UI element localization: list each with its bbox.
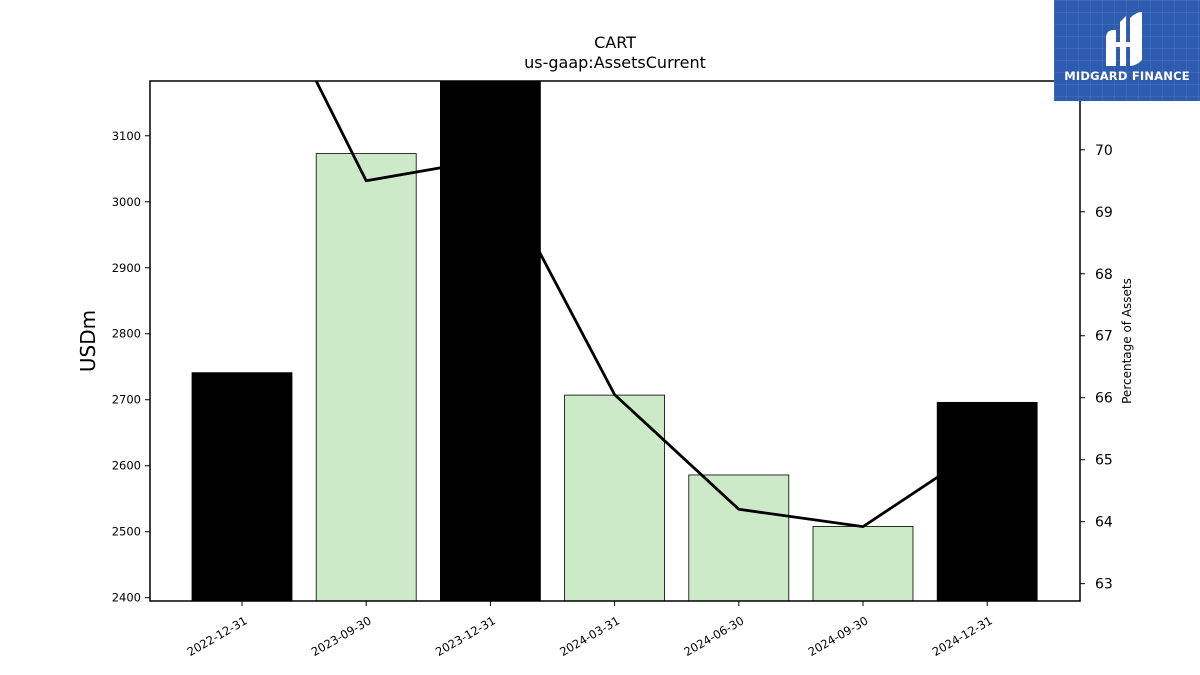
y-tick-label: 2500	[112, 525, 141, 539]
bar-2024-03-31	[564, 394, 665, 601]
y2-tick-label: 66	[1095, 391, 1113, 407]
logo-text: MIDGARD FINANCE	[1064, 69, 1190, 83]
x-tick-label: 2024-09-30	[806, 613, 871, 659]
y2-tick-label: 70	[1095, 143, 1113, 159]
y2-tick-label: 67	[1095, 329, 1113, 345]
logo-background-pattern	[1054, 0, 1200, 101]
chart-subtitle: us-gaap:AssetsCurrent	[524, 53, 706, 72]
y-tick-label: 2600	[112, 459, 141, 473]
x-tick-label: 2024-03-31	[557, 613, 622, 659]
brand-logo: MIDGARD FINANCE	[1054, 0, 1200, 101]
y2-tick-label: 65	[1095, 453, 1113, 469]
y2-tick-label: 69	[1095, 205, 1113, 221]
bar-2023-12-31	[439, 81, 541, 601]
bars-group	[191, 81, 1038, 601]
bar-2023-09-30	[315, 153, 417, 601]
x-tick-label: 2024-06-30	[681, 613, 746, 659]
x-tick-label: 2024-12-31	[930, 613, 995, 659]
y-axis-right: 63 64 65 66 67 68 69 70	[1080, 143, 1113, 593]
line-series-percentage	[314, 81, 988, 529]
y-tick-label: 2800	[112, 327, 141, 341]
x-tick-label: 2023-12-31	[433, 613, 498, 659]
x-axis: 2022-12-31 2023-09-30 2023-12-31 2024-03-31…	[185, 601, 995, 659]
y-axis-label: USDm	[76, 310, 100, 372]
y-tick-label: 2900	[112, 261, 141, 275]
bar-2024-06-30	[688, 474, 790, 601]
midgard-logo-icon	[1106, 12, 1142, 66]
bar-2024-09-30	[812, 526, 914, 601]
y-tick-label: 3100	[112, 129, 141, 143]
y2-tick-label: 64	[1095, 515, 1113, 531]
x-tick-label: 2023-09-30	[309, 613, 374, 659]
y-axis-left: 2400 2500 2600 2700 2800 2900 3000 3100	[112, 129, 150, 605]
x-tick-label: 2022-12-31	[185, 613, 250, 659]
y2-tick-label: 63	[1095, 577, 1113, 593]
chart-title: CART	[594, 33, 636, 52]
y-tick-label: 2400	[112, 591, 141, 605]
y2-tick-label: 68	[1095, 267, 1113, 283]
line-group	[314, 81, 988, 529]
y-tick-label: 2700	[112, 393, 141, 407]
bar-2024-12-31	[936, 401, 1038, 601]
bar-2022-12-31	[191, 372, 293, 601]
y-tick-label: 3000	[112, 195, 141, 209]
y2-axis-label: Percentage of Assets	[1120, 278, 1134, 404]
